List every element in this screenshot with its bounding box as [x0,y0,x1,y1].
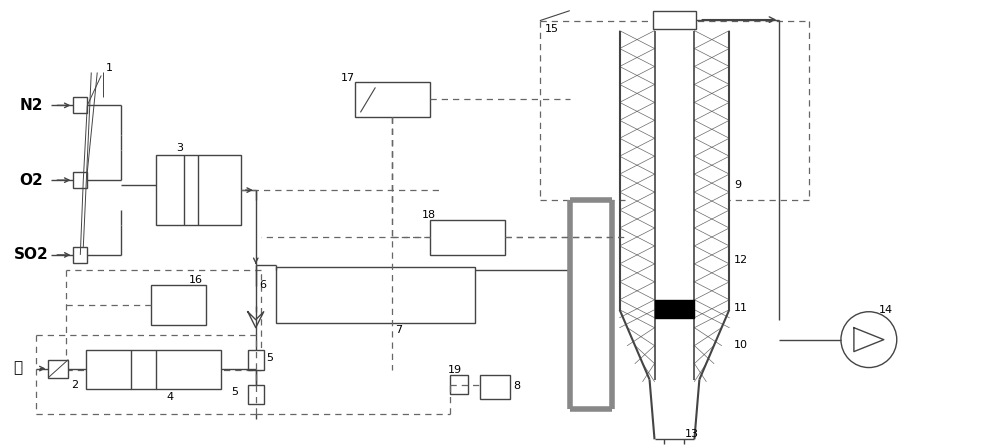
Text: 12: 12 [734,255,748,265]
Text: 6: 6 [259,280,266,290]
Bar [73,97,87,113]
Bar [156,155,241,225]
Text: O2: O2 [19,172,43,188]
Text: 17: 17 [340,73,355,83]
Bar [248,384,264,405]
Bar [355,82,430,117]
Text: 16: 16 [189,275,203,285]
Bar [48,360,68,378]
Bar [73,247,87,263]
Text: 11: 11 [734,303,748,313]
Text: 水: 水 [14,360,23,375]
Bar [73,172,87,188]
Bar [151,285,206,325]
Text: N2: N2 [19,98,43,113]
Bar [653,11,696,29]
Bar [480,375,510,400]
Text: 5: 5 [266,353,273,362]
Bar [450,375,468,395]
Text: 4: 4 [166,392,173,402]
Text: 9: 9 [734,180,741,190]
Bar [276,267,475,323]
Text: 18: 18 [422,210,436,220]
Text: 1: 1 [106,64,113,73]
Text: 19: 19 [448,365,462,375]
Text: SO2: SO2 [14,247,48,263]
Text: 2: 2 [71,379,78,389]
Text: 10: 10 [734,340,748,349]
Text: 14: 14 [879,305,893,315]
Text: 7: 7 [395,325,402,335]
Bar [430,220,505,255]
Bar [86,349,221,389]
Text: 3: 3 [176,143,183,153]
Text: 13: 13 [684,429,698,439]
Text: 5: 5 [231,388,238,397]
Bar [248,349,264,370]
Text: 15: 15 [545,24,559,34]
Text: 8: 8 [513,382,520,392]
Bar [655,300,694,318]
